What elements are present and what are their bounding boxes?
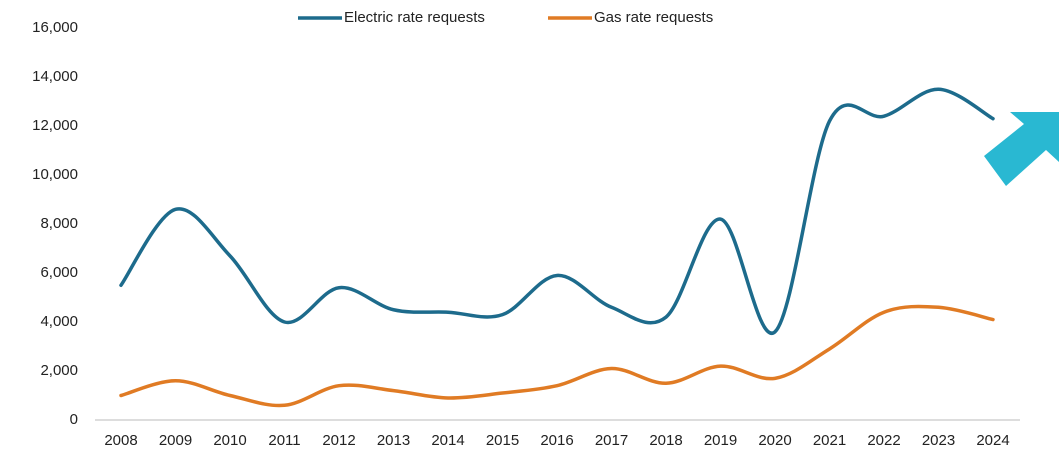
series-line — [119, 87, 995, 335]
y-tick-label: 4,000 — [40, 313, 78, 330]
series-line — [119, 304, 995, 408]
x-tick-label: 2021 — [813, 432, 846, 449]
x-tick-label: 2015 — [486, 432, 519, 449]
y-tick-label: 2,000 — [40, 362, 78, 379]
x-tick-label: 2014 — [431, 432, 464, 449]
x-tick-label: 2019 — [704, 432, 737, 449]
y-tick-label: 0 — [70, 411, 78, 428]
y-tick-label: 12,000 — [32, 117, 78, 134]
x-tick-label: 2023 — [922, 432, 955, 449]
x-tick-label: 2016 — [540, 432, 573, 449]
x-tick-label: 2013 — [377, 432, 410, 449]
x-tick-label: 2012 — [322, 432, 355, 449]
y-tick-label: 10,000 — [32, 166, 78, 183]
y-tick-label: 16,000 — [32, 19, 78, 36]
x-tick-label: 2018 — [649, 432, 682, 449]
x-tick-label: 2024 — [976, 432, 1009, 449]
x-tick-label: 2017 — [595, 432, 628, 449]
x-tick-label: 2010 — [213, 432, 246, 449]
y-tick-label: 14,000 — [32, 68, 78, 85]
x-tick-label: 2011 — [268, 432, 300, 449]
legend-label: Gas rate requests — [594, 9, 713, 26]
arrow-icon — [984, 112, 1059, 186]
y-tick-label: 6,000 — [40, 264, 78, 281]
x-tick-label: 2009 — [159, 432, 192, 449]
x-tick-label: 2008 — [104, 432, 137, 449]
x-tick-label: 2022 — [867, 432, 900, 449]
y-tick-label: 8,000 — [40, 215, 78, 232]
legend-label: Electric rate requests — [344, 9, 485, 26]
x-tick-label: 2020 — [758, 432, 791, 449]
